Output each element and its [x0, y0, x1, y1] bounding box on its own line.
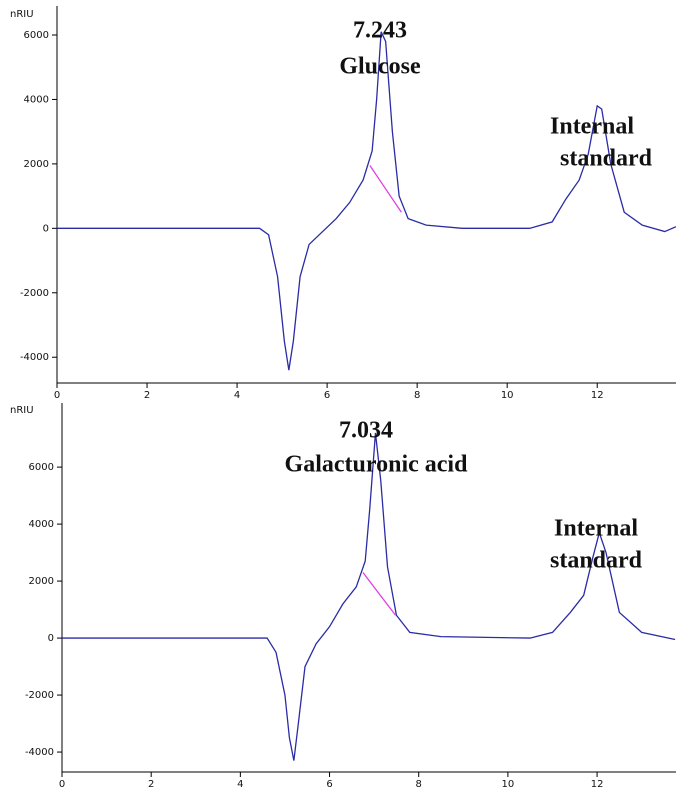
x-tick-label: 4: [237, 779, 243, 790]
y-tick-label: -4000: [20, 352, 49, 363]
chart: nRIU -4000 -2000 0 2000 4000 6000 0 2 4 6 8 10 12 7.24…: [0, 0, 676, 798]
x-tick-label: 10: [501, 390, 514, 401]
x-tick-label: 6: [324, 390, 330, 401]
x-tick-label: 2: [144, 390, 150, 401]
annotation: Internal: [554, 516, 638, 542]
y-tick-label: 4000: [29, 519, 54, 530]
x-tick-label: 0: [59, 779, 65, 790]
annotation: standard: [550, 548, 643, 574]
y-tick-label: 0: [48, 633, 54, 644]
annotation: 7.243: [353, 18, 407, 44]
x-tick-label: 12: [591, 779, 604, 790]
annotation: Internal: [550, 114, 634, 140]
x-tick-label: 4: [234, 390, 240, 401]
trace: [62, 433, 675, 761]
x-tick-label: 8: [416, 779, 422, 790]
trace: [363, 573, 396, 616]
x-tick-label: 12: [591, 390, 604, 401]
y-tick-label: -2000: [20, 288, 49, 299]
x-tick-label: 6: [326, 779, 332, 790]
annotation: standard: [560, 146, 653, 172]
y-tick-label: 6000: [29, 462, 54, 473]
y-tick-label: 6000: [24, 30, 49, 41]
y-tick-label: 4000: [24, 94, 49, 105]
x-tick-label: 8: [414, 390, 420, 401]
annotation: Glucose: [339, 54, 421, 80]
annotation: Galacturonic acid: [285, 452, 469, 478]
y-axis-label: nRIU: [10, 405, 34, 416]
y-axis-label: nRIU: [10, 9, 34, 20]
x-tick-label: 2: [148, 779, 154, 790]
y-tick-label: 2000: [24, 159, 49, 170]
x-tick-label: 10: [502, 779, 515, 790]
x-tick-label: 0: [54, 390, 60, 401]
y-tick-label: 0: [43, 223, 49, 234]
annotation: 7.034: [339, 418, 393, 444]
page: {"chart_data": [ {"type": "line", "y_lab…: [0, 0, 676, 798]
y-tick-label: 2000: [29, 576, 54, 587]
trace: [57, 32, 676, 370]
y-tick-label: -4000: [25, 747, 54, 758]
y-tick-label: -2000: [25, 690, 54, 701]
